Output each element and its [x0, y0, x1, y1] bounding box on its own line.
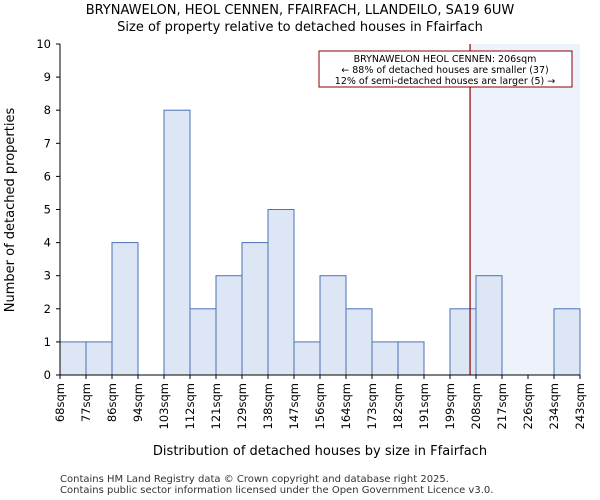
- y-tick-label: 4: [44, 236, 51, 250]
- x-tick-label: 138sqm: [261, 383, 275, 429]
- bars: [59, 109, 581, 376]
- y-tick-label: 9: [44, 70, 51, 84]
- x-tick-label: 112sqm: [183, 383, 197, 429]
- bar-68sqm: [59, 341, 87, 376]
- x-tick-label: 147sqm: [287, 383, 301, 429]
- bar-173sqm: [371, 341, 399, 376]
- bar-138sqm: [267, 209, 295, 376]
- bar-112sqm: [189, 308, 217, 376]
- x-tick-label: 226sqm: [521, 383, 535, 429]
- y-tick-label: 3: [44, 269, 51, 283]
- x-tick-label: 182sqm: [391, 383, 405, 429]
- y-tick-label: 10: [36, 37, 51, 51]
- bar-182sqm: [397, 341, 425, 376]
- x-tick-label: 86sqm: [105, 383, 119, 422]
- x-tick-label: 199sqm: [443, 383, 457, 429]
- y-axis-label: Number of detached properties: [3, 108, 18, 313]
- y-axis-ticks: 0 1 2 3 4 5 6 7 8 9 10: [36, 37, 60, 382]
- y-tick-label: 0: [44, 368, 51, 382]
- x-tick-label: 103sqm: [157, 383, 171, 429]
- bar-147sqm: [293, 341, 321, 376]
- bar-234sqm: [553, 308, 581, 376]
- x-tick-label: 217sqm: [495, 383, 509, 429]
- y-tick-label: 2: [44, 302, 51, 316]
- bar-121sqm: [215, 275, 243, 376]
- bar-156sqm: [319, 275, 347, 376]
- x-tick-label: 191sqm: [417, 383, 431, 429]
- footer-line-2: Contains public sector information licen…: [60, 485, 493, 496]
- x-tick-label: 68sqm: [53, 383, 67, 422]
- bar-77sqm: [85, 341, 113, 376]
- y-tick-label: 5: [44, 203, 51, 217]
- x-tick-label: 121sqm: [209, 383, 223, 429]
- y-tick-label: 1: [44, 335, 51, 349]
- y-tick-label: 8: [44, 103, 51, 117]
- y-tick-label: 7: [44, 136, 51, 150]
- x-tick-label: 208sqm: [469, 383, 483, 429]
- x-tick-label: 94sqm: [131, 383, 145, 422]
- annotation-line-2: ← 88% of detached houses are smaller (37…: [341, 65, 548, 76]
- x-tick-label: 156sqm: [313, 383, 327, 429]
- annotation-line-3: 12% of semi-detached houses are larger (…: [335, 76, 555, 87]
- bar-103sqm: [163, 109, 191, 376]
- bar-129sqm: [241, 242, 269, 376]
- bar-199sqm: [449, 308, 477, 376]
- bar-164sqm: [345, 308, 373, 376]
- plot-area: 0 1 2 3 4 5 6 7 8 9 10 68sqm 77sqm 86sqm 94sqm 103sqm 1…: [36, 37, 587, 429]
- annotation-line-1: BRYNAWELON HEOL CENNEN: 206sqm: [354, 54, 537, 65]
- annotation-box: BRYNAWELON HEOL CENNEN: 206sqm ← 88% of …: [318, 50, 573, 88]
- x-tick-label: 173sqm: [365, 383, 379, 429]
- x-tick-label: 234sqm: [547, 383, 561, 429]
- footer-line-1: Contains HM Land Registry data © Crown c…: [60, 474, 449, 485]
- x-tick-label: 243sqm: [573, 383, 587, 429]
- y-tick-label: 6: [44, 169, 51, 183]
- x-tick-label: 77sqm: [79, 383, 93, 422]
- bar-86sqm: [111, 242, 139, 376]
- x-axis-label: Distribution of detached houses by size …: [153, 444, 487, 459]
- x-tick-label: 164sqm: [339, 383, 353, 429]
- x-tick-label: 129sqm: [235, 383, 249, 429]
- x-axis-ticks: 68sqm 77sqm 86sqm 94sqm 103sqm 112sqm 121sqm 12…: [53, 375, 587, 429]
- annotation-border: [318, 50, 573, 88]
- chart-title: BRYNAWELON, HEOL CENNEN, FFAIRFACH, LLAN…: [86, 3, 515, 18]
- chart-subtitle: Size of property relative to detached ho…: [117, 20, 483, 35]
- bar-208sqm: [475, 275, 503, 376]
